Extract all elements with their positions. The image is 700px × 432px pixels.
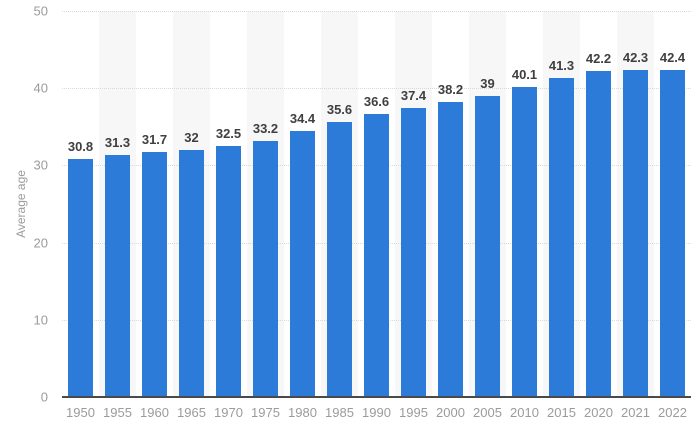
bar-value-label: 42.2 (585, 51, 612, 67)
chart-column-1990: 36.6 1990 (358, 11, 395, 420)
bar-2020[interactable] (585, 71, 612, 397)
x-tick-label: 1985 (325, 405, 354, 420)
x-tick-label: 1990 (362, 405, 391, 420)
chart-column-2000: 38.2 2000 (432, 11, 469, 420)
bar-2005[interactable] (474, 95, 501, 397)
bar-1980[interactable] (289, 131, 316, 397)
bar-value-label: 31.7 (141, 132, 168, 148)
x-tick-label: 2005 (473, 405, 502, 420)
bar-1975[interactable] (252, 140, 279, 397)
chart-column-1980: 34.4 1980 (284, 11, 321, 420)
bar-1990[interactable] (363, 114, 390, 397)
x-tick-label: 1965 (177, 405, 206, 420)
bar-1965[interactable] (178, 149, 205, 397)
bar-value-label: 36.6 (363, 94, 390, 110)
chart-column-2021: 42.3 2021 (617, 11, 654, 420)
bar-value-label: 42.3 (622, 50, 649, 66)
x-tick-label: 2000 (436, 405, 465, 420)
gridline (62, 11, 691, 12)
bar-2010[interactable] (511, 87, 538, 397)
x-axis-line (62, 396, 691, 398)
bar-value-label: 42.4 (659, 49, 686, 65)
chart-column-1950: 30.8 1950 (62, 11, 99, 420)
bar-value-label: 30.8 (67, 139, 94, 155)
chart-column-2022: 42.4 2022 (654, 11, 691, 420)
chart-column-2020: 42.2 2020 (580, 11, 617, 420)
bar-value-label: 32 (184, 129, 199, 145)
chart-column-2005: 39 2005 (469, 11, 506, 420)
bar-value-label: 31.3 (104, 135, 131, 151)
chart-column-1970: 32.5 1970 (210, 11, 247, 420)
x-tick-label: 2022 (658, 405, 687, 420)
bar-1960[interactable] (141, 152, 168, 397)
y-axis: 0 10 20 30 40 50 (0, 4, 48, 405)
bar-value-label: 41.3 (548, 58, 575, 74)
x-tick-label: 1960 (140, 405, 169, 420)
x-tick-label: 2021 (621, 405, 650, 420)
plot-area: 30.8 1950 31.3 1955 31.7 1960 32 1965 32.5 1970 33… (62, 11, 691, 420)
bar-2021[interactable] (622, 70, 649, 397)
x-tick-label: 2015 (547, 405, 576, 420)
bar-1995[interactable] (400, 108, 427, 397)
bar-1950[interactable] (67, 159, 94, 397)
bar-2000[interactable] (437, 102, 464, 397)
chart-column-1960: 31.7 1960 (136, 11, 173, 420)
bar-value-label: 37.4 (400, 88, 427, 104)
bar-value-label: 34.4 (289, 111, 316, 127)
x-tick-label: 1975 (251, 405, 280, 420)
bar-1985[interactable] (326, 122, 353, 397)
chart-column-1975: 33.2 1975 (247, 11, 284, 420)
bar-1970[interactable] (215, 146, 242, 397)
x-tick-label: 1950 (66, 405, 95, 420)
y-tick-label: 30 (33, 157, 48, 173)
y-tick-label: 40 (33, 80, 48, 96)
bar-value-label: 40.1 (511, 67, 538, 83)
x-tick-label: 2010 (510, 405, 539, 420)
bar-value-label: 35.6 (326, 102, 353, 118)
y-tick-label: 50 (33, 3, 48, 19)
bar-1955[interactable] (104, 155, 131, 397)
y-tick-label: 20 (33, 235, 48, 251)
bar-2015[interactable] (548, 78, 575, 397)
y-tick-label: 10 (33, 312, 48, 328)
x-tick-label: 1970 (214, 405, 243, 420)
chart-column-1995: 37.4 1995 (395, 11, 432, 420)
bar-value-label: 39 (480, 75, 495, 91)
bar-value-label: 38.2 (437, 82, 464, 98)
bar-value-label: 33.2 (252, 120, 279, 136)
x-tick-label: 1995 (399, 405, 428, 420)
gridline (62, 88, 691, 90)
chart-column-2010: 40.1 2010 (506, 11, 543, 420)
chart-column-1955: 31.3 1955 (99, 11, 136, 420)
x-tick-label: 1980 (288, 405, 317, 420)
bar-columns: 30.8 1950 31.3 1955 31.7 1960 32 1965 32.5 1970 33… (62, 11, 691, 420)
chart-column-1985: 35.6 1985 (321, 11, 358, 420)
x-tick-label: 1955 (103, 405, 132, 420)
x-tick-label: 2020 (584, 405, 613, 420)
chart-column-2015: 41.3 2015 (543, 11, 580, 420)
chart-column-1965: 32 1965 (173, 11, 210, 420)
bar-2022[interactable] (659, 69, 686, 397)
bar-value-label: 32.5 (215, 126, 242, 142)
y-tick-label: 0 (40, 389, 48, 405)
